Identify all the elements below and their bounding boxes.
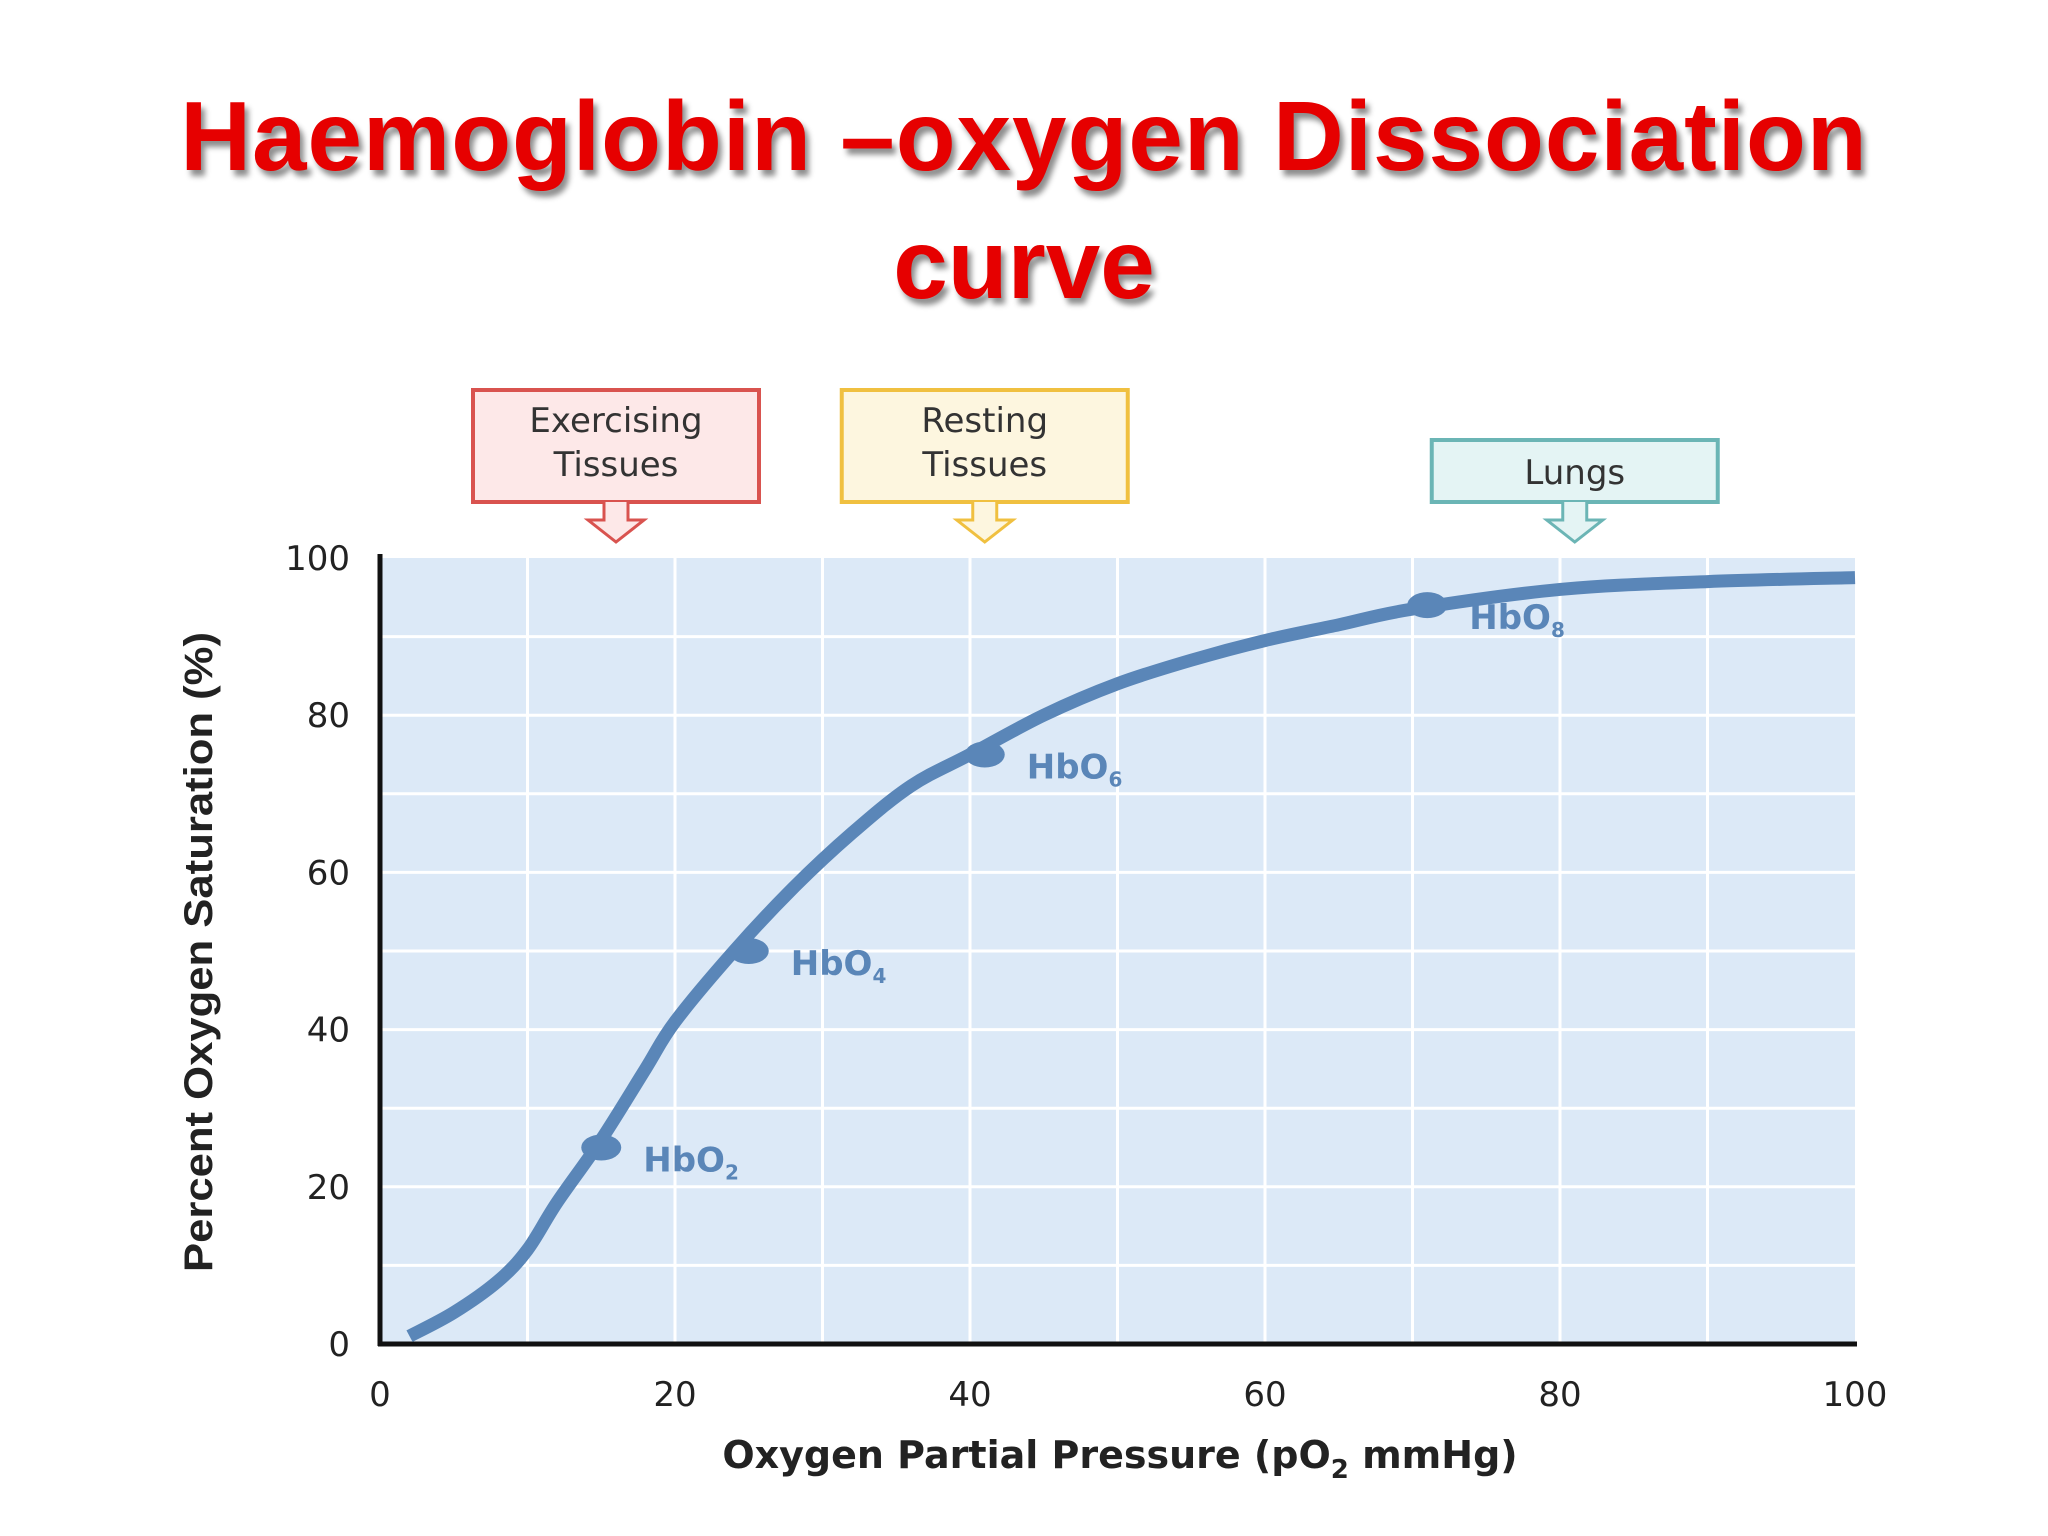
region-label: Lungs	[1524, 453, 1625, 493]
chart-title-line1: Haemoglobin –oxygen Dissociation	[180, 81, 1868, 191]
point-label: HbO6	[1027, 748, 1123, 792]
data-point	[964, 741, 1005, 768]
x-tick-label: 60	[1243, 1375, 1286, 1415]
region-arrow	[952, 502, 1018, 544]
region-label: Tissues	[921, 445, 1047, 485]
data-point	[728, 938, 769, 964]
region-label: Resting	[921, 401, 1048, 441]
region-callout: Lungs	[1429, 438, 1720, 544]
chart-title: Haemoglobin –oxygen Dissociation curve	[0, 72, 2048, 328]
dissociation-curve	[406, 571, 1856, 1342]
point-label: HbO2	[643, 1141, 739, 1185]
region-label: Exercising	[529, 401, 702, 441]
x-axis-title: Oxygen Partial Pressure (pO2 mmHg)	[722, 1433, 1517, 1485]
curve-line	[406, 571, 1856, 1342]
point-label: HbO8	[1469, 598, 1565, 642]
x-tick-label: 0	[369, 1375, 391, 1415]
grid-lines	[380, 558, 1855, 1344]
region-box	[839, 388, 1130, 504]
x-tick-label: 100	[1823, 1375, 1888, 1415]
y-tick-labels: 0 20 40 60 80 100	[285, 539, 350, 1365]
region-arrow	[1542, 502, 1608, 544]
region-arrow	[583, 502, 649, 544]
saturation-points: HbO2 HbO4 HbO6 HbO8	[581, 592, 1565, 1185]
x-tick-labels: 0 20 40 60 80 100	[369, 1375, 1887, 1415]
chart-title-line2: curve	[893, 209, 1155, 319]
y-tick-label: 0	[328, 1325, 350, 1365]
y-tick-label: 80	[307, 696, 350, 736]
axes	[377, 554, 1857, 1347]
data-point	[1407, 592, 1448, 619]
y-axis-title: Percent Oxygen Saturation (%)	[177, 632, 221, 1272]
y-tick-label: 20	[307, 1168, 350, 1208]
data-point	[581, 1134, 622, 1161]
y-tick-label: 60	[307, 853, 350, 893]
x-tick-label: 20	[653, 1375, 696, 1415]
region-label: Tissues	[553, 445, 679, 485]
y-tick-label: 100	[285, 539, 350, 579]
x-tick-label: 40	[948, 1375, 991, 1415]
x-tick-label: 80	[1538, 1375, 1581, 1415]
point-label: HbO4	[791, 944, 887, 988]
y-tick-label: 40	[307, 1011, 350, 1051]
